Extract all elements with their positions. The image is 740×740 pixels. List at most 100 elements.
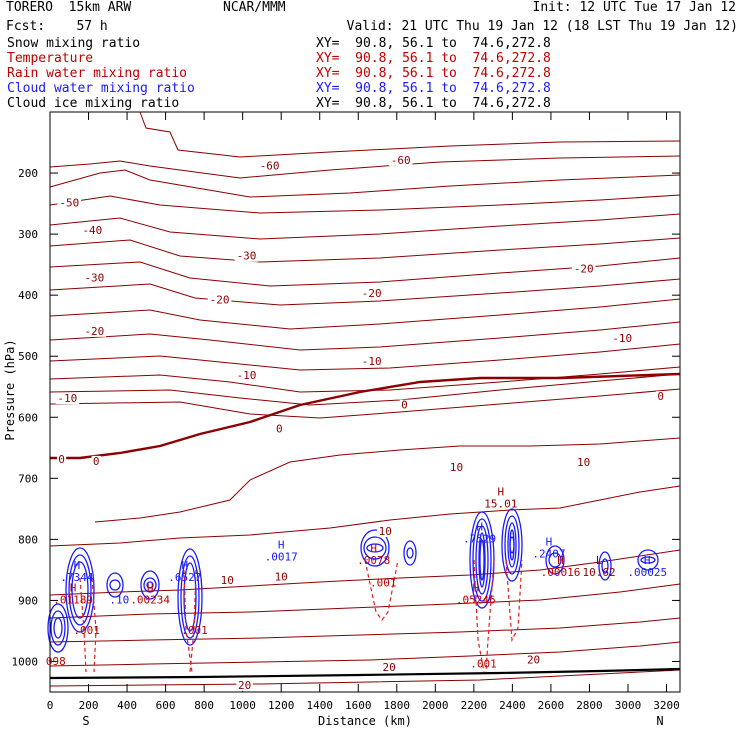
contour-label-bg: [380, 662, 398, 674]
y-tick-label: 700: [18, 472, 38, 485]
temperature-contour-line: [49, 667, 681, 680]
cloud-water-contour: [403, 540, 417, 566]
extremum-value-label: .2407: [532, 548, 565, 561]
x-tick-label: 0: [47, 699, 54, 712]
cloud-water-contour: [479, 539, 485, 581]
temperature-contour-line: [49, 298, 681, 330]
x-tick-label: 2400: [499, 699, 526, 712]
cloud-water-contour: [472, 518, 492, 602]
legend-xy-cloud-water: XY= 90.8, 56.1 to 74.6,272.8: [316, 81, 551, 96]
contour-label-bg: [57, 197, 82, 209]
extremum-marker: H: [498, 486, 505, 499]
x-tick-label: 200: [79, 699, 99, 712]
temperature-contour-line: [49, 669, 681, 687]
extremum-value-label: .00234: [130, 593, 170, 606]
x-tick-label: 3000: [615, 699, 642, 712]
cloud-water-contour: [504, 515, 520, 575]
cloud-water-contour: [545, 545, 565, 575]
contour-label-bg: [80, 225, 105, 237]
extremum-marker: H: [182, 559, 189, 572]
extremum-value-label: .00016: [541, 566, 581, 579]
cloud-water-contour: [177, 548, 203, 646]
init-time: Init: 12 UTC Tue 17 Jan 12: [532, 0, 737, 15]
temperature-contour-label: -60: [391, 154, 411, 167]
cloud-water-contour: [143, 577, 157, 593]
x-tick-label: 2800: [576, 699, 603, 712]
contour-label-bg: [399, 399, 410, 411]
rain-water-contour: [364, 559, 399, 621]
contour-label-bg: [656, 391, 666, 403]
extremum-value-label: .10: [109, 593, 129, 606]
x-tick-label: 2200: [461, 699, 488, 712]
extremum-marker: H: [644, 554, 651, 567]
extremum-value-label: 15.01: [484, 498, 517, 511]
cloud-water-contours: [47, 508, 659, 653]
y-tick-label: 400: [18, 289, 38, 302]
temperature-contour-label: -40: [82, 224, 102, 237]
temperature-contour-line: [49, 549, 681, 596]
extremum-marker: H: [147, 581, 154, 594]
cloud-water-contour: [146, 581, 154, 589]
temperature-contour-label: 0: [401, 399, 408, 412]
extremum-value-label: .7529: [463, 532, 496, 545]
extremum-value-label: 098: [46, 655, 66, 668]
temperature-contour-label: -10: [612, 332, 632, 345]
extremum-value-label: .001: [181, 624, 208, 637]
extremum-marker: H: [546, 536, 553, 549]
x-tick-label: 400: [117, 699, 137, 712]
rain-water-contour: [91, 577, 97, 673]
contour-label-bg: [575, 457, 592, 469]
legend-xy-temperature: XY= 90.8, 56.1 to 74.6,272.8: [316, 51, 551, 66]
y-tick-label: 200: [18, 167, 38, 180]
cloud-water-contour: [548, 552, 562, 568]
cloud-water-contour: [53, 617, 63, 639]
temperature-contour-line: [49, 343, 681, 371]
temperature-contour-label: 20: [382, 661, 395, 674]
contour-label-bg: [234, 250, 259, 262]
y-tick-label: 600: [18, 411, 38, 424]
contour-label-bg: [234, 369, 259, 381]
legend-xy-rain: XY= 90.8, 56.1 to 74.6,272.8: [316, 66, 551, 81]
rain-water-contour: [189, 569, 197, 673]
cloud-water-contour: [601, 558, 609, 574]
cloud-water-contour: [140, 570, 160, 600]
temperature-contour-line: [139, 111, 681, 158]
x-tick-label: 2600: [538, 699, 565, 712]
temperature-contour-label: -50: [59, 197, 79, 210]
temperature-contour-label: -10: [57, 392, 77, 405]
temperature-contour-line: [49, 278, 681, 306]
y-tick-label: 900: [18, 594, 38, 607]
temperature-contour-label: 0: [657, 390, 664, 403]
temperature-contour-line: [49, 194, 681, 214]
temperature-contour-line: [49, 366, 681, 393]
contour-label-bg: [571, 263, 596, 275]
contour-label-bg: [91, 455, 101, 467]
extremum-marker: H: [74, 559, 81, 572]
temperature-contour-line: [49, 213, 681, 240]
extremum-marker: L: [596, 554, 603, 567]
rain-water-contour: [505, 559, 523, 643]
cloud-water-contour: [106, 572, 124, 598]
temperature-contour-label: 20: [238, 679, 251, 692]
cloud-water-contour: [363, 536, 387, 560]
temperature-contour-label: 10: [221, 574, 234, 587]
rain-water-contour: [485, 559, 495, 673]
extremum-value-label: .001: [370, 576, 397, 589]
extremum-value-label: .001: [470, 658, 497, 671]
temperature-contour-line: [49, 641, 681, 667]
rain-water-contours: [79, 559, 523, 673]
contour-label-bg: [82, 325, 107, 337]
extremum-value-label: 10.62: [583, 566, 616, 579]
extremum-value-label: .0017: [265, 551, 298, 564]
temperature-contour-label: 10: [450, 461, 463, 474]
temperature-contour-label: 0: [93, 455, 100, 468]
legend-label-rain: Rain water mixing ratio: [7, 66, 188, 81]
cloud-water-contour: [501, 508, 523, 582]
contour-label-bg: [388, 154, 413, 166]
cloud-water-contour: [68, 554, 92, 626]
contour-label-bg: [56, 454, 67, 466]
temperature-contour-line: [49, 485, 681, 547]
cloud-water-contour: [366, 543, 384, 553]
contour-label-bg: [207, 294, 232, 306]
extremum-value-label: .7344: [60, 571, 93, 584]
